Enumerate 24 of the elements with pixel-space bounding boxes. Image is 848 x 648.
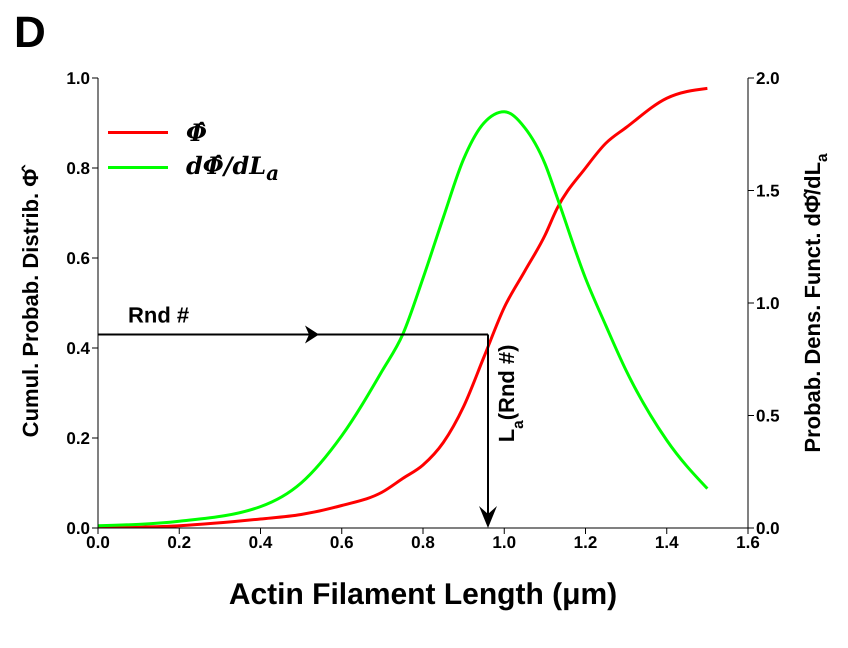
y-tick-label: 1.0 <box>66 69 90 88</box>
legend-label: dΦ̂/dL$_{a}$ <box>186 151 280 185</box>
ref-line-label: Rnd # <box>128 302 190 328</box>
y-tick-label: 0.6 <box>66 249 90 268</box>
x-tick-label: 0.8 <box>411 533 435 552</box>
x-tick-label: 1.6 <box>736 533 760 552</box>
x-tick-label: 1.0 <box>492 533 516 552</box>
x-tick-label: 0.0 <box>86 533 110 552</box>
x-tick-label: 0.4 <box>248 533 273 552</box>
y2-tick-label: 0.5 <box>756 406 780 426</box>
y-axis-title: Cumul. Probab. Distrib. Φ̂ <box>18 164 43 438</box>
y2-tick-label: 1.0 <box>756 294 780 314</box>
x-axis-title: Actin Filament Length (μm) <box>228 578 618 611</box>
y-tick-label: 0.4 <box>66 339 91 358</box>
x-tick-label: 0.6 <box>330 533 354 552</box>
y-tick-label: 0.2 <box>66 429 90 448</box>
y-tick-label: 0.8 <box>66 159 90 178</box>
x-tick-label: 0.2 <box>167 533 192 552</box>
y2-tick-label: 1.5 <box>756 182 780 201</box>
chart-title: D <box>14 8 46 58</box>
legend-label: Φ̂ <box>186 118 207 147</box>
x-tick-label: 1.4 <box>654 533 680 552</box>
x-tick-label: 1.2 <box>574 533 598 552</box>
y2-tick-label: 2.0 <box>756 69 780 88</box>
